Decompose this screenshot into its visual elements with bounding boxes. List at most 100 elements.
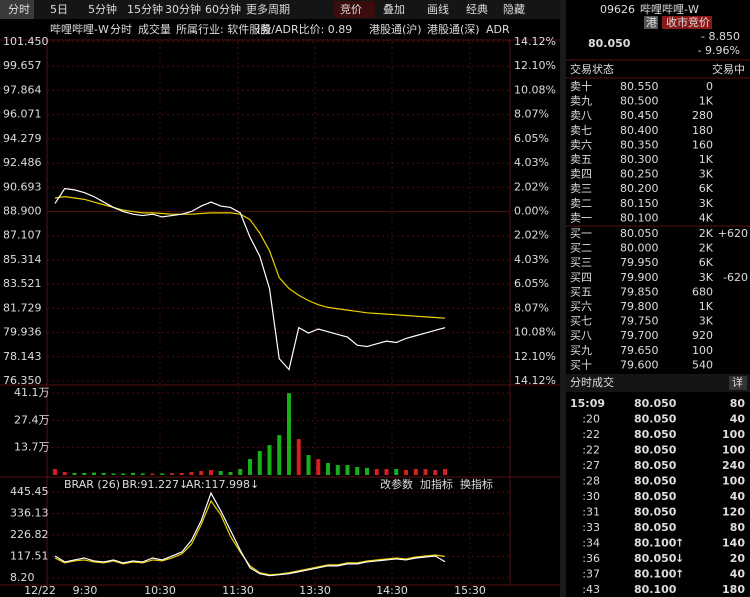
- volume-bar: [433, 470, 438, 475]
- period-tab[interactable]: 30分钟: [165, 2, 201, 16]
- tool-tab[interactable]: 竞价: [340, 2, 362, 16]
- info-item[interactable]: 港股通(沪): [369, 22, 422, 36]
- volume-bar: [150, 473, 155, 475]
- tool-tab[interactable]: 隐藏: [503, 3, 525, 16]
- volume-bar: [82, 473, 87, 475]
- time-label: 14:30: [376, 584, 408, 597]
- br-label: BR:91.227↓: [122, 478, 188, 491]
- detail-button[interactable]: 详: [732, 375, 743, 389]
- time-label: 12/22: [24, 584, 56, 597]
- last-price: 80.050: [588, 37, 631, 50]
- period-tab[interactable]: 60分钟: [205, 2, 241, 16]
- pct-label: 2.02%: [514, 180, 549, 193]
- book-volume: 3K: [699, 315, 714, 328]
- volume-bar: [306, 455, 311, 475]
- book-price: 80.300: [620, 153, 659, 166]
- time-label: 13:30: [299, 584, 331, 597]
- book-volume: 680: [692, 285, 713, 298]
- pct-label: 6.05%: [514, 277, 549, 290]
- indicator-name[interactable]: BRAR (26): [64, 478, 120, 491]
- book-volume: 1K: [699, 153, 714, 166]
- y-tick-label: 88.900: [3, 205, 42, 218]
- trade-time: :43: [582, 583, 600, 596]
- info-item[interactable]: 所属行业: 软件服务: [176, 22, 271, 36]
- trade-time: :27: [582, 459, 600, 472]
- indicator-button[interactable]: 加指标: [420, 477, 453, 491]
- y-tick-label: 83.521: [3, 277, 42, 290]
- y-tick-label: 8.20: [10, 571, 35, 584]
- book-price: 80.050: [620, 227, 659, 240]
- trade-volume: 240: [722, 459, 745, 472]
- book-volume: 1K: [699, 300, 714, 313]
- auction-tab-bg: [333, 1, 375, 18]
- tool-tab[interactable]: 画线: [427, 2, 449, 16]
- info-item[interactable]: 分时: [110, 23, 132, 36]
- book-price: 79.750: [620, 315, 659, 328]
- trade-price: 80.050: [634, 475, 677, 488]
- indicator-button[interactable]: 改参数: [380, 477, 413, 491]
- book-volume: 2K: [699, 242, 714, 255]
- price-line: [54, 187, 446, 371]
- book-volume: 3K: [699, 197, 714, 210]
- book-level: 买五: [570, 285, 592, 298]
- volume-bar: [335, 465, 340, 475]
- time-label: 9:30: [73, 584, 98, 597]
- pct-label: 6.05%: [514, 132, 549, 145]
- trade-time: :36: [582, 552, 600, 565]
- book-level: 卖九: [570, 95, 592, 108]
- volume-bar: [316, 459, 321, 475]
- book-price: 80.350: [620, 138, 659, 151]
- period-tab[interactable]: 分时: [8, 3, 30, 16]
- active-tab-bg: [0, 0, 34, 19]
- tool-tab[interactable]: 经典: [466, 2, 488, 16]
- period-tab[interactable]: 5日: [50, 3, 68, 16]
- y-tick-label: 41.1万: [14, 386, 50, 399]
- book-price: 80.400: [620, 124, 659, 137]
- trade-time: :37: [582, 568, 600, 581]
- trade-volume: 140: [722, 537, 745, 550]
- volume-bar: [179, 473, 184, 475]
- book-price: 80.550: [620, 80, 659, 93]
- book-change: -620: [723, 271, 748, 284]
- book-volume: 540: [692, 358, 713, 371]
- market-badge: 港: [646, 16, 657, 29]
- info-item[interactable]: ADR: [486, 23, 510, 36]
- volume-bar: [287, 393, 291, 475]
- trade-volume: 40: [730, 568, 746, 581]
- tool-tab[interactable]: 叠加: [383, 3, 405, 16]
- trade-volume: 40: [730, 490, 746, 503]
- volume-bar: [443, 469, 447, 475]
- indicator-button[interactable]: 换指标: [460, 477, 493, 491]
- volume-bar: [121, 473, 126, 475]
- trade-time: :20: [582, 413, 600, 426]
- info-item[interactable]: 成交量: [138, 22, 171, 36]
- y-tick-label: 78.143: [3, 350, 42, 363]
- volume-bar: [326, 463, 330, 475]
- book-level: 卖六: [570, 138, 592, 151]
- book-price: 79.800: [620, 300, 659, 313]
- trade-volume: 180: [722, 583, 745, 596]
- y-tick-label: 336.13: [10, 507, 49, 520]
- detail-button-bg[interactable]: [729, 376, 747, 390]
- book-volume: 2K: [699, 227, 714, 240]
- period-tab[interactable]: 5分钟: [88, 2, 117, 16]
- ar-line: [54, 499, 446, 576]
- status: 交易中: [712, 62, 745, 76]
- trade-price: 80.100: [634, 583, 677, 596]
- splitter[interactable]: [560, 0, 566, 597]
- book-volume: 3K: [699, 271, 714, 284]
- pct-label: 4.03%: [514, 253, 549, 266]
- time-label: 11:30: [222, 584, 254, 597]
- volume-bar: [170, 473, 174, 475]
- book-level: 卖八: [570, 109, 592, 122]
- volume-bar: [209, 470, 213, 475]
- volume-bar: [238, 469, 243, 475]
- period-tab[interactable]: 更多周期: [246, 2, 290, 16]
- info-item[interactable]: 港股通(深): [427, 23, 480, 36]
- info-item[interactable]: I股/ADR比价: 0.89: [257, 23, 352, 36]
- book-level: 卖十: [570, 79, 592, 93]
- pct-label: 12.10%: [514, 350, 556, 363]
- volume-bar: [62, 472, 67, 475]
- period-tab[interactable]: 15分钟: [127, 2, 163, 16]
